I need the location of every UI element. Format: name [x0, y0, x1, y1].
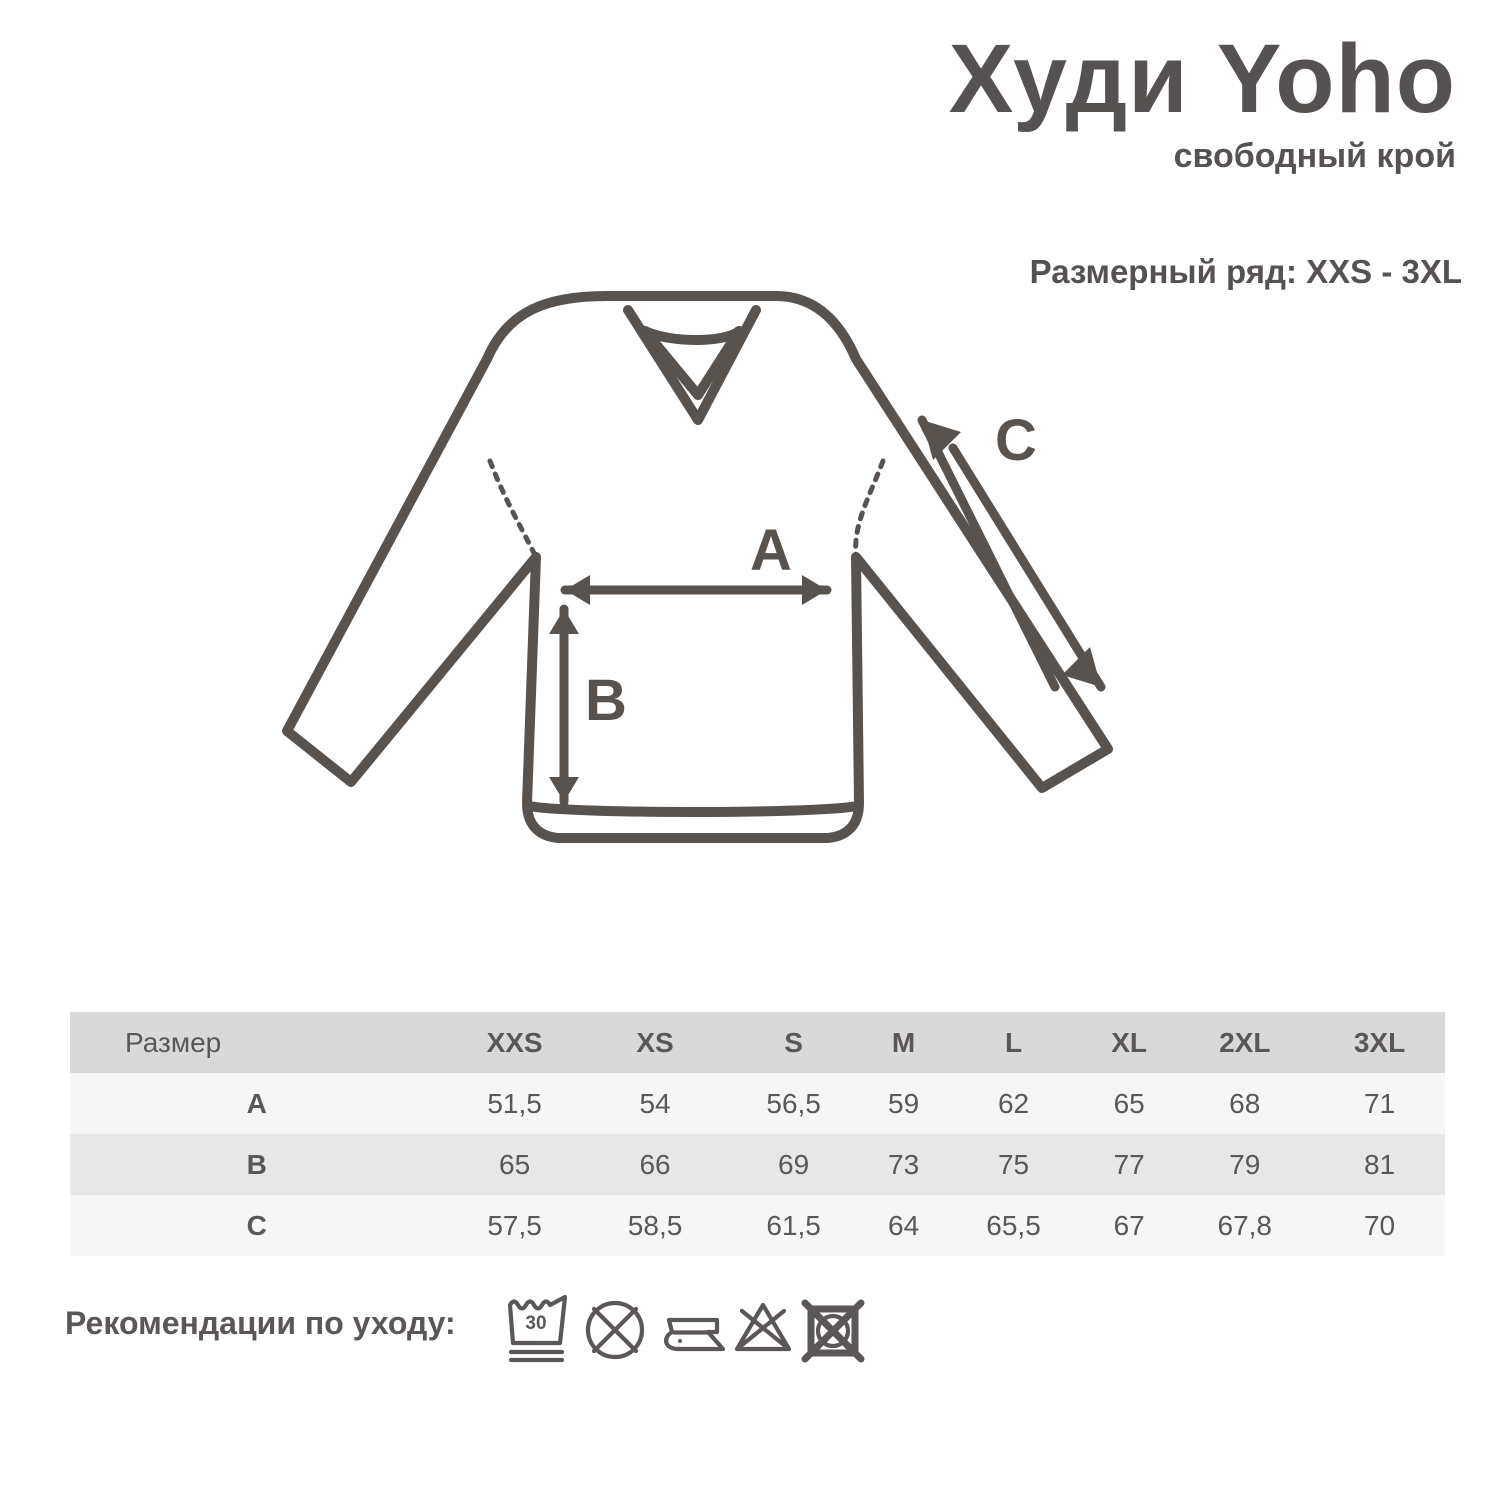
- svg-text:B: B: [585, 668, 627, 733]
- svg-text:A: A: [750, 518, 792, 583]
- svg-text:C: C: [995, 408, 1037, 473]
- svg-text:30: 30: [525, 1313, 546, 1334]
